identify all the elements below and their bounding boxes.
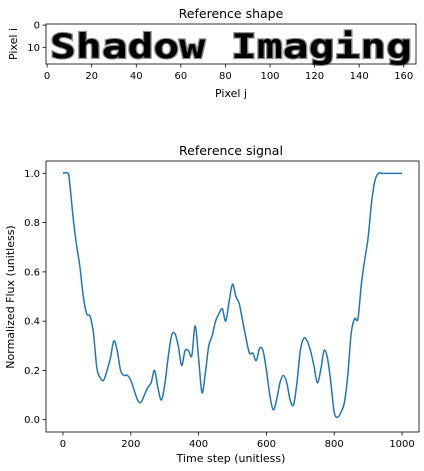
signal-title: Reference signal bbox=[179, 143, 283, 158]
shape-xlabel: Pixel j bbox=[215, 87, 247, 100]
shape-axes-frame bbox=[45, 23, 417, 65]
shape-ytick-label: 10 bbox=[27, 43, 40, 54]
signal-axes-frame bbox=[45, 160, 420, 433]
signal-xlabel: Time step (unitless) bbox=[176, 452, 286, 465]
shape-xtick-label: 140 bbox=[350, 71, 369, 82]
signal-ytick-label: 0.2 bbox=[24, 366, 40, 377]
signal-ytick-label: 0.6 bbox=[24, 267, 40, 278]
signal-ytick-label: 0.8 bbox=[24, 218, 40, 229]
shape-xtick-label: 80 bbox=[219, 71, 232, 82]
shape-image: Shadow Imaging Shadow Imaging bbox=[46, 24, 416, 68]
signal-plot-area bbox=[62, 171, 403, 419]
shape-image-text-blur: Shadow Imaging bbox=[50, 27, 412, 67]
shape-yticks: 0 10 bbox=[27, 21, 46, 54]
signal-ytick-label: 0.4 bbox=[24, 317, 40, 328]
shape-xtick-label: 120 bbox=[305, 71, 324, 82]
signal-yticks: 0.0 0.2 0.4 0.6 0.8 1.0 bbox=[24, 169, 46, 426]
signal-xtick-label: 0 bbox=[60, 439, 66, 450]
signal-series-line bbox=[62, 171, 403, 419]
signal-xtick-label: 600 bbox=[257, 439, 276, 450]
shape-ytick-label: 0 bbox=[34, 21, 40, 32]
shape-xtick-label: 0 bbox=[44, 71, 50, 82]
signal-ytick-label: 1.0 bbox=[24, 169, 40, 180]
signal-ytick-label: 0.0 bbox=[24, 415, 40, 426]
shape-xticks: 0 20 40 60 80 100 120 140 160 bbox=[44, 64, 413, 82]
shape-title: Reference shape bbox=[179, 6, 284, 21]
shape-xtick-label: 60 bbox=[174, 71, 187, 82]
shape-image-text: Shadow Imaging bbox=[50, 27, 412, 67]
signal-xtick-label: 200 bbox=[121, 439, 140, 450]
shape-xtick-label: 40 bbox=[130, 71, 143, 82]
shape-xtick-label: 100 bbox=[260, 71, 279, 82]
signal-xtick-label: 1000 bbox=[389, 439, 414, 450]
shape-xtick-label: 20 bbox=[85, 71, 98, 82]
signal-xticks: 0 200 400 600 800 1000 bbox=[60, 432, 415, 450]
signal-ylabel: Normalized Flux (unitless) bbox=[4, 225, 17, 368]
signal-xtick-label: 400 bbox=[189, 439, 208, 450]
shape-ylabel: Pixel i bbox=[7, 28, 20, 60]
signal-xtick-label: 800 bbox=[325, 439, 344, 450]
shape-xtick-label: 160 bbox=[394, 71, 413, 82]
